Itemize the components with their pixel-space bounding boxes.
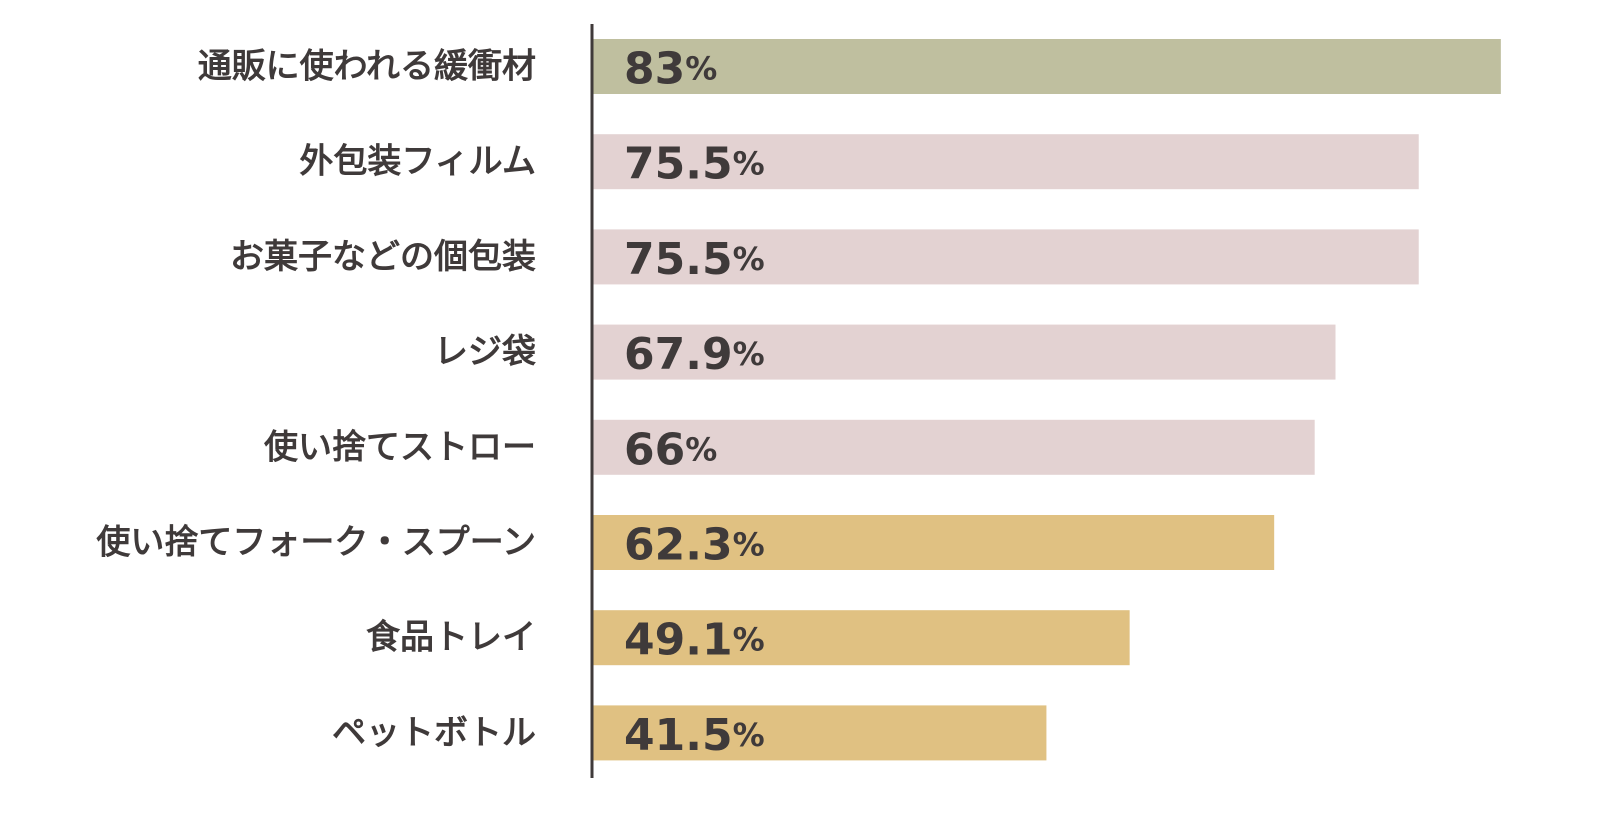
- bar-5: [592, 515, 1275, 570]
- value-label-3: 67.9%: [624, 329, 765, 380]
- bar-2: [592, 229, 1419, 285]
- category-label-0: 通販に使われる緩衝材: [198, 47, 536, 87]
- bars-layer: [592, 39, 1501, 761]
- bar-6: [592, 610, 1130, 666]
- value-label-6: 49.1%: [624, 614, 765, 665]
- value-labels: 83% 75.5% 75.5% 67.9% 66% 62.3% 49.1% 41.5%: [624, 43, 765, 760]
- category-label-3: レジ袋: [434, 332, 536, 372]
- value-label-7: 41.5%: [624, 709, 765, 760]
- category-label-6: 食品トレイ: [366, 618, 536, 658]
- bar-1: [592, 134, 1419, 190]
- value-label-5: 62.3%: [624, 519, 765, 570]
- category-label-2: お菓子などの個包装: [230, 237, 536, 277]
- category-label-1: 外包装フィルム: [299, 142, 536, 182]
- bar-0: [592, 39, 1501, 94]
- bar-4: [592, 419, 1315, 475]
- bar-3: [592, 324, 1336, 380]
- category-label-7: ペットボトル: [332, 713, 536, 753]
- category-label-4: 使い捨てストロー: [263, 427, 536, 467]
- value-label-4: 66%: [624, 424, 717, 475]
- value-label-1: 75.5%: [624, 138, 765, 189]
- value-label-2: 75.5%: [624, 233, 765, 284]
- category-label-5: 使い捨てフォーク・スプーン: [95, 523, 536, 563]
- value-label-0: 83%: [624, 43, 717, 94]
- category-labels: 通販に使われる緩衝材外包装フィルムお菓子などの個包装レジ袋使い捨てストロー使い捨…: [95, 47, 536, 753]
- bar-7: [592, 705, 1047, 761]
